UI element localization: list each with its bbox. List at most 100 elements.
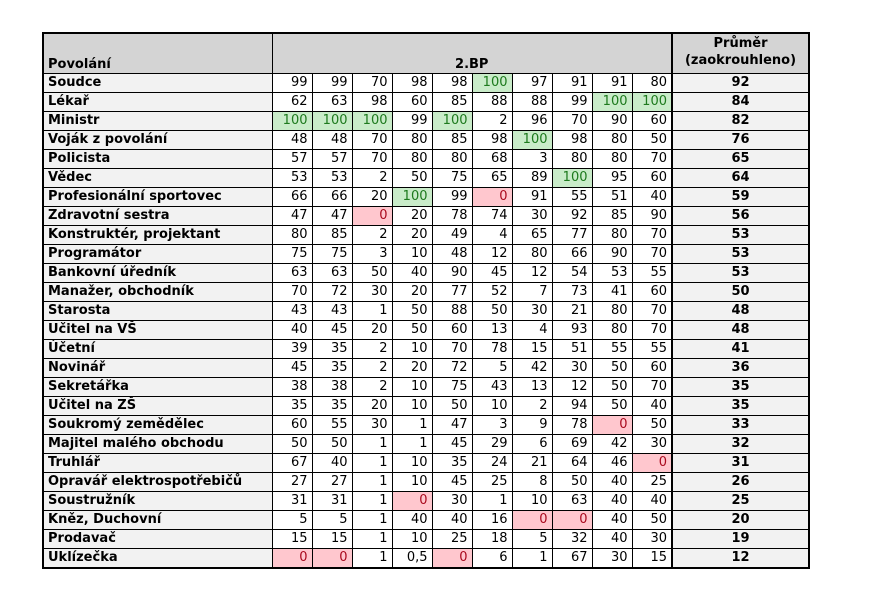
table-row: Starosta 43 43 1 50 88 50 30 21 80 70 48 <box>42 300 810 321</box>
value-cell: 7 <box>511 281 553 302</box>
value-cell: 85 <box>431 91 473 112</box>
value-cell: 100 <box>351 110 393 131</box>
value-cell: 63 <box>311 262 353 283</box>
value-cell: 69 <box>551 433 593 454</box>
value-cell: 31 <box>271 490 313 511</box>
value-cell: 10 <box>511 490 553 511</box>
value-cell: 1 <box>351 471 393 492</box>
header-average: Průměr (zaokrouhleno) <box>671 32 810 74</box>
table-row: Truhlář 67 40 1 10 35 24 21 64 46 0 31 <box>42 452 810 473</box>
value-cell: 43 <box>311 300 353 321</box>
value-cell: 5 <box>511 528 553 549</box>
value-cell: 99 <box>311 72 353 93</box>
table-row: Prodavač 15 15 1 10 25 18 5 32 40 30 19 <box>42 528 810 549</box>
value-cell: 80 <box>431 148 473 169</box>
value-cell: 30 <box>551 357 593 378</box>
profession-cell: Manažer, obchodník <box>42 281 273 302</box>
value-cell: 50 <box>351 262 393 283</box>
value-cell: 20 <box>351 395 393 416</box>
value-cell: 6 <box>511 433 553 454</box>
value-cell: 47 <box>271 205 313 226</box>
value-cell: 0 <box>591 414 633 435</box>
value-cell: 100 <box>551 167 593 188</box>
value-cell: 40 <box>391 509 433 530</box>
value-cell: 50 <box>631 509 673 530</box>
value-cell: 10 <box>391 395 433 416</box>
average-cell: 19 <box>671 528 810 549</box>
value-cell: 0 <box>391 490 433 511</box>
value-cell: 54 <box>551 262 593 283</box>
value-cell: 38 <box>271 376 313 397</box>
profession-cell: Voják z povolání <box>42 129 273 150</box>
value-cell: 73 <box>551 281 593 302</box>
value-cell: 1 <box>351 433 393 454</box>
table-row: Manažer, obchodník 70 72 30 20 77 52 7 73 41 60 50 <box>42 281 810 302</box>
value-cell: 62 <box>271 91 313 112</box>
value-cell: 39 <box>271 338 313 359</box>
value-cell: 90 <box>631 205 673 226</box>
table-row: Lékař 62 63 98 60 85 88 88 99 100 100 84 <box>42 91 810 112</box>
value-cell: 78 <box>431 205 473 226</box>
value-cell: 50 <box>311 433 353 454</box>
value-cell: 100 <box>311 110 353 131</box>
value-cell: 16 <box>471 509 513 530</box>
value-cell: 74 <box>471 205 513 226</box>
value-cell: 80 <box>591 224 633 245</box>
value-cell: 50 <box>391 300 433 321</box>
value-cell: 1 <box>391 414 433 435</box>
average-cell: 84 <box>671 91 810 112</box>
average-cell: 33 <box>671 414 810 435</box>
value-cell: 94 <box>551 395 593 416</box>
value-cell: 6 <box>471 547 513 568</box>
value-cell: 57 <box>311 148 353 169</box>
value-cell: 50 <box>631 414 673 435</box>
value-cell: 40 <box>631 395 673 416</box>
value-cell: 30 <box>351 414 393 435</box>
value-cell: 97 <box>511 72 553 93</box>
value-cell: 0 <box>311 547 353 568</box>
value-cell: 38 <box>311 376 353 397</box>
profession-cell: Policista <box>42 148 273 169</box>
value-cell: 88 <box>471 91 513 112</box>
table-row: Učitel na ZŠ 35 35 20 10 50 10 2 94 50 40 35 <box>42 395 810 416</box>
value-cell: 40 <box>631 490 673 511</box>
profession-cell: Majitel malého obchodu <box>42 433 273 454</box>
value-cell: 53 <box>311 167 353 188</box>
value-cell: 80 <box>511 243 553 264</box>
value-cell: 85 <box>591 205 633 226</box>
table-row: Soudce 99 99 70 98 98 100 97 91 91 80 92 <box>42 72 810 93</box>
table-row: Konstruktér, projektant 80 85 2 20 49 4 65 77 80 7… <box>42 224 810 245</box>
profession-cell: Soukromý zemědělec <box>42 414 273 435</box>
table-row: Soustružník 31 31 1 0 30 1 10 63 40 40 25 <box>42 490 810 511</box>
profession-cell: Soudce <box>42 72 273 93</box>
value-cell: 70 <box>551 110 593 131</box>
value-cell: 40 <box>431 509 473 530</box>
value-cell: 35 <box>311 357 353 378</box>
value-cell: 18 <box>471 528 513 549</box>
table-row: Soukromý zemědělec 60 55 30 1 47 3 9 78 0 50 33 <box>42 414 810 435</box>
average-cell: 48 <box>671 300 810 321</box>
profession-cell: Vědec <box>42 167 273 188</box>
average-cell: 53 <box>671 262 810 283</box>
value-cell: 70 <box>631 376 673 397</box>
average-cell: 50 <box>671 281 810 302</box>
value-cell: 42 <box>511 357 553 378</box>
header-average-line1: Průměr <box>713 36 768 52</box>
value-cell: 48 <box>271 129 313 150</box>
average-cell: 59 <box>671 186 810 207</box>
value-cell: 55 <box>631 338 673 359</box>
average-cell: 20 <box>671 509 810 530</box>
value-cell: 75 <box>431 376 473 397</box>
table-row: Opravář elektrospotřebičů 27 27 1 10 45 25 8 50 4… <box>42 471 810 492</box>
value-cell: 47 <box>311 205 353 226</box>
value-cell: 57 <box>271 148 313 169</box>
value-cell: 21 <box>511 452 553 473</box>
table-row: Ministr 100 100 100 99 100 2 96 70 90 60 82 <box>42 110 810 131</box>
value-cell: 80 <box>591 300 633 321</box>
profession-cell: Prodavač <box>42 528 273 549</box>
value-cell: 70 <box>631 300 673 321</box>
value-cell: 88 <box>431 300 473 321</box>
value-cell: 91 <box>551 72 593 93</box>
value-cell: 80 <box>591 148 633 169</box>
